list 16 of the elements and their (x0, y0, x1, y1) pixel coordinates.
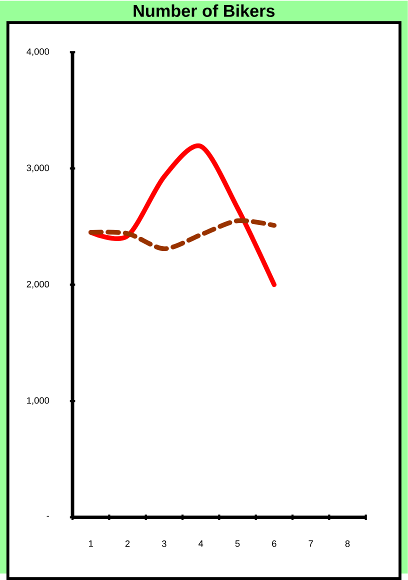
line-series (88, 218, 277, 252)
x-tick-label: 7 (308, 540, 314, 547)
x-tick-label: 4 (198, 540, 204, 547)
y-tick-label: 1,000 (27, 397, 50, 405)
x-tick-label: 3 (162, 540, 166, 547)
x-tick-label: 8 (345, 540, 350, 547)
y-tick-label: 2,000 (26, 280, 50, 289)
x-tick-label: 1 (89, 540, 94, 547)
x-tick-label: 5 (235, 540, 240, 547)
y-tick-label: 3,000 (26, 164, 50, 172)
chart-title: Number of Bikers (134, 4, 275, 17)
line-series (88, 144, 277, 288)
x-tick-label: 2 (125, 540, 130, 547)
y-tick-label: - (46, 516, 50, 517)
y-tick-label: 4,000 (26, 48, 50, 56)
x-tick-label: 6 (272, 540, 276, 547)
